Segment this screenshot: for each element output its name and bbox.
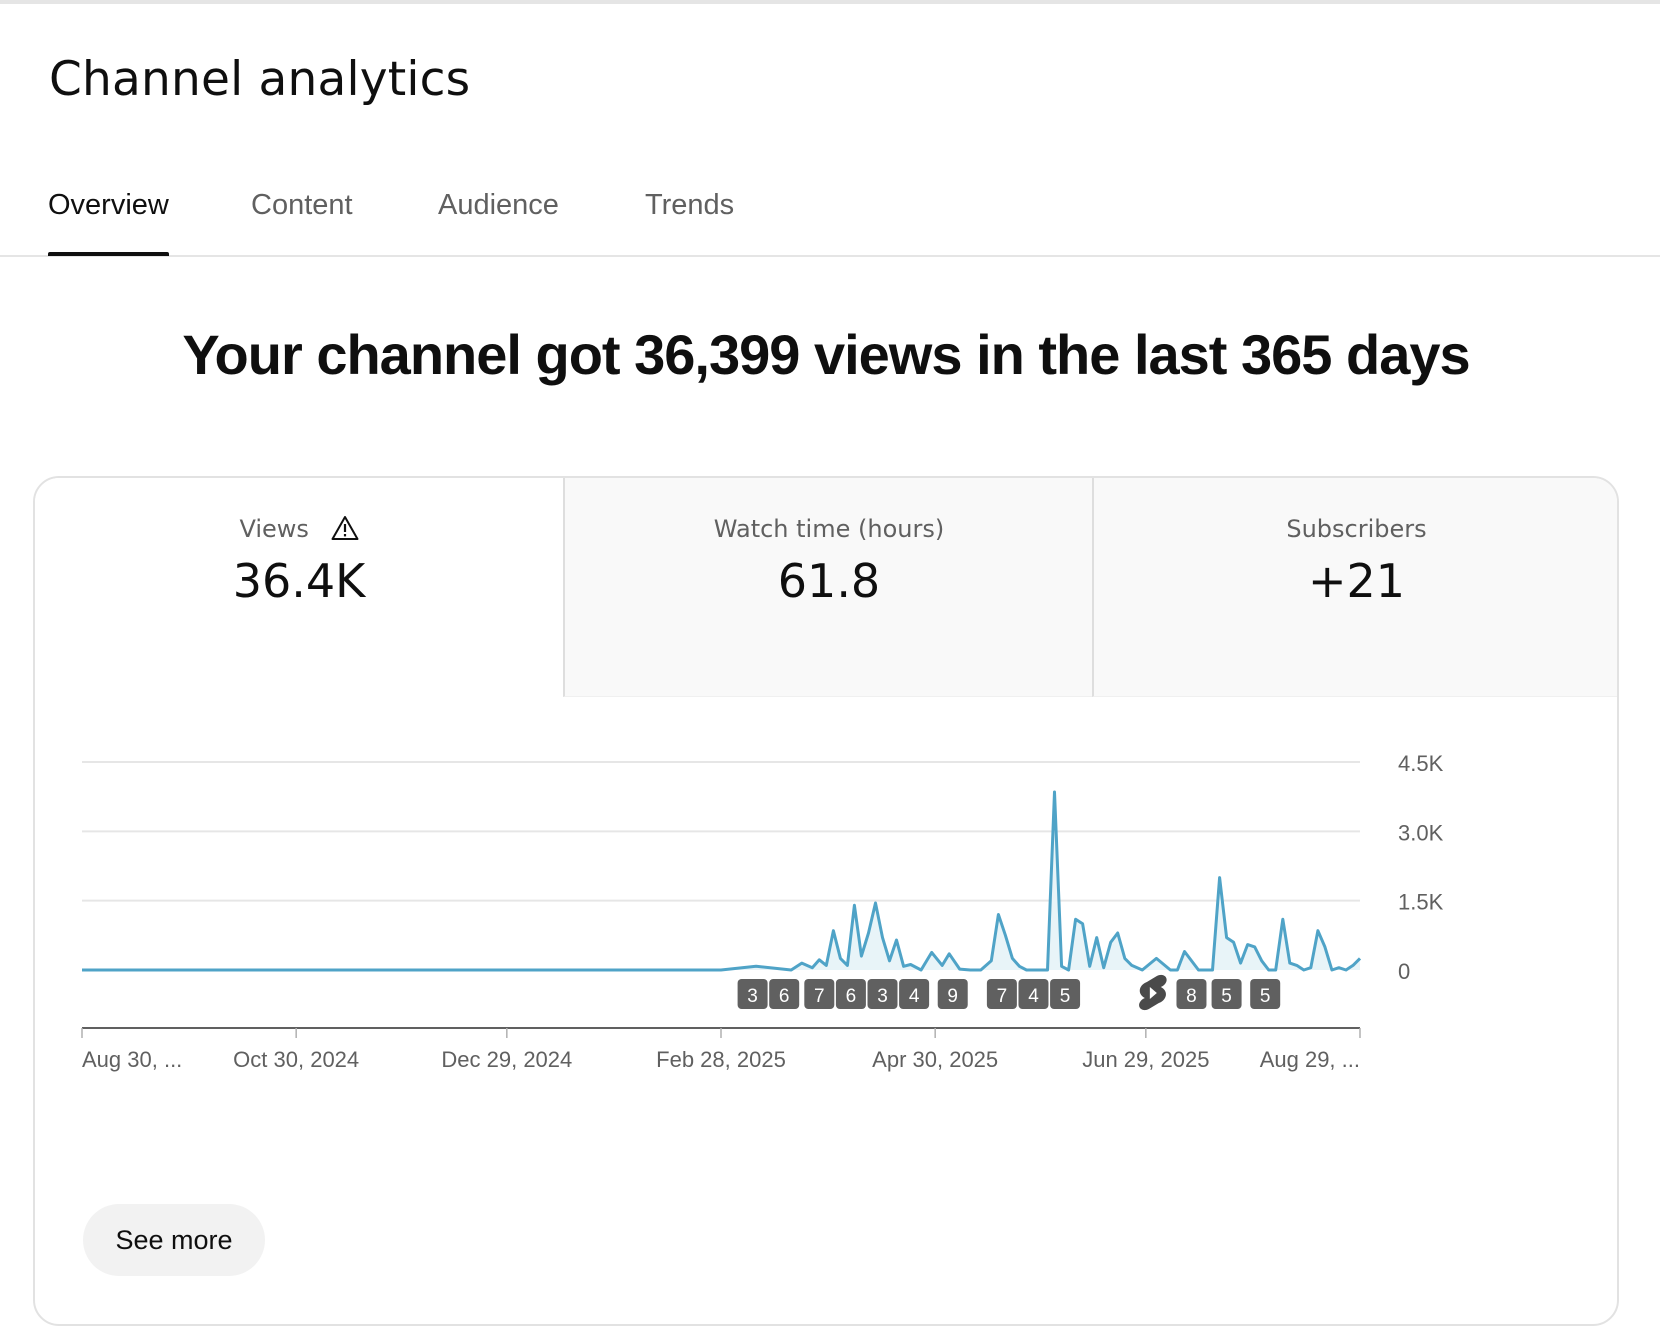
marker-badge [769,979,800,1009]
marker-count: 7 [814,986,825,1007]
marker-count: 4 [909,986,920,1007]
marker-count: 3 [747,986,758,1007]
marker-count: 3 [877,986,888,1007]
x-tick-label: Dec 29, 2024 [441,1047,572,1072]
metric-subscribers-label: Subscribers [1286,515,1427,543]
y-tick-label: 0 [1398,959,1410,984]
marker-count: 5 [1221,986,1232,1007]
metric-views-label: Views [239,515,309,543]
video-marker: 6 [769,979,800,1009]
marker-count: 8 [1186,986,1197,1007]
video-marker: 4 [899,979,930,1009]
marker-count: 5 [1060,986,1071,1007]
marker-count: 4 [1028,986,1039,1007]
marker-count: 9 [947,986,958,1007]
video-marker: 5 [1250,979,1281,1009]
tab-bar: Overview Content Audience Trends [0,176,1660,257]
metric-views-value: 36.4K [232,554,366,608]
views-line [82,790,1362,972]
marker-badge [1018,979,1049,1009]
metric-subscribers-value: +21 [1307,554,1406,608]
marker-count: 7 [997,986,1008,1007]
x-tick-label: Aug 29, ... [1260,1047,1360,1072]
tab-trends[interactable]: Trends [645,189,735,221]
marker-badge [937,979,968,1009]
play-icon [1149,987,1157,999]
tab-overview[interactable]: Overview [48,189,169,256]
y-tick-label: 3.0K [1398,820,1444,845]
x-tick-label: Oct 30, 2024 [233,1047,359,1072]
metric-watch-time-tab[interactable]: Watch time (hours) 61.8 [563,478,1093,697]
shorts-marker [1139,974,1167,1011]
video-marker: 8 [1176,979,1207,1009]
x-tick-label: Feb 28, 2025 [656,1047,786,1072]
warning-icon[interactable] [331,515,359,541]
overview-card: Views 36.4K Watch time (hours) 61.8 Subs… [33,476,1619,1326]
tab-content[interactable]: Content [251,189,353,221]
metric-views-label-row: Views [35,515,563,543]
metric-watch-time-label: Watch time (hours) [713,515,945,543]
views-area [82,792,1360,970]
top-divider [0,0,1660,4]
video-marker: 9 [937,979,968,1009]
video-marker: 3 [867,979,898,1009]
marker-badge [1050,979,1081,1009]
metric-views-tab[interactable]: Views 36.4K [35,478,563,696]
video-marker: 6 [835,979,866,1009]
x-tick-label: Apr 30, 2025 [872,1047,998,1072]
page-title: Channel analytics [49,52,471,107]
marker-badge [835,979,866,1009]
views-headline: Your channel got 36,399 views in the las… [182,323,1470,386]
x-tick-label: Aug 30, ... [82,1047,182,1072]
marker-badge [804,979,835,1009]
views-line-chart: 0 1.5K 3.0K 4.5K Aug 30, ... Oct 30, 2024 Dec … [81,751,1444,1072]
marker-count: 6 [779,986,790,1007]
video-marker: 7 [986,979,1017,1009]
marker-count: 5 [1260,986,1271,1007]
video-marker: 3 [737,979,768,1009]
marker-badge [1211,979,1242,1009]
marker-badge [737,979,768,1009]
metric-subscribers-tab[interactable]: Subscribers +21 [1092,478,1617,697]
video-marker: 4 [1018,979,1049,1009]
y-tick-label: 4.5K [1398,751,1444,776]
video-marker: 7 [804,979,835,1009]
marker-badge [867,979,898,1009]
marker-badge [986,979,1017,1009]
x-tick-label: Jun 29, 2025 [1082,1047,1209,1072]
marker-badge [899,979,930,1009]
see-more-button[interactable]: See more [83,1204,265,1276]
y-tick-label: 1.5K [1398,890,1444,915]
marker-count: 6 [846,986,857,1007]
marker-badge [1250,979,1281,1009]
video-marker: 5 [1211,979,1242,1009]
metric-watch-time-value: 61.8 [777,554,881,608]
marker-badge [1176,979,1207,1009]
video-marker: 5 [1050,979,1081,1009]
tab-audience[interactable]: Audience [438,189,559,221]
